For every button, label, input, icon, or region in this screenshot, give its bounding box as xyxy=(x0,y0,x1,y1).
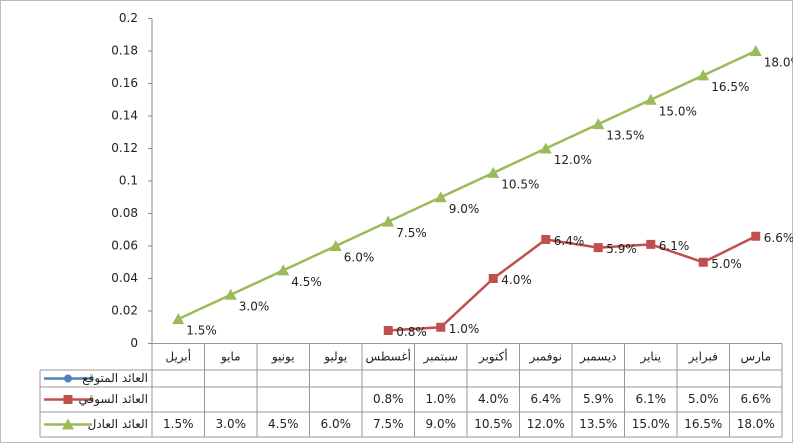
data-label: 3.0% xyxy=(239,299,270,313)
data-label: 15.0% xyxy=(659,104,697,118)
data-label: 6.1% xyxy=(659,239,690,253)
data-label: 4.5% xyxy=(291,275,322,289)
y-tick-label: 0.06 xyxy=(111,239,138,253)
x-tick-label: أكتوبر xyxy=(478,348,508,364)
data-point xyxy=(488,274,498,283)
x-tick-label: نوفمبر xyxy=(529,349,562,364)
legend-label: العائد العادل xyxy=(88,417,148,431)
legend-label: العائد السوقي xyxy=(78,392,148,407)
x-tick-label: يناير xyxy=(639,349,661,364)
table-value: 16.5% xyxy=(684,417,722,431)
y-tick-label: 0.08 xyxy=(111,206,138,220)
legend-label: العائد المتوقع xyxy=(82,371,148,386)
x-tick-label: مايو xyxy=(220,349,241,364)
x-tick-label: أبريل xyxy=(165,348,191,364)
data-point xyxy=(592,118,605,130)
data-label: 10.5% xyxy=(501,177,539,191)
data-point xyxy=(224,288,237,300)
table-value: 15.0% xyxy=(632,417,670,431)
data-point xyxy=(539,142,552,154)
table-value: 3.0% xyxy=(216,417,247,431)
data-point xyxy=(749,45,762,56)
data-label: 16.5% xyxy=(711,80,749,94)
y-tick-label: 0.1 xyxy=(119,174,138,188)
y-tick-label: 0.04 xyxy=(111,271,138,285)
y-tick-label: 0.02 xyxy=(111,304,138,318)
data-label: 9.0% xyxy=(449,202,480,216)
data-label: 6.6% xyxy=(764,231,793,245)
table-value: 1.0% xyxy=(426,392,457,406)
data-point xyxy=(593,243,603,253)
data-label: 6.4% xyxy=(554,234,585,248)
table-value: 13.5% xyxy=(579,417,617,431)
data-label: 13.5% xyxy=(606,129,644,143)
data-label: 18.0% xyxy=(764,56,793,70)
y-tick-label: 0.16 xyxy=(111,76,138,90)
data-point xyxy=(646,239,656,249)
y-tick-label: 0.14 xyxy=(111,109,138,123)
x-tick-label: فبراير xyxy=(688,349,718,364)
data-point xyxy=(751,231,761,241)
table-value: 10.5% xyxy=(474,417,512,431)
data-point xyxy=(487,166,500,178)
table-value: 6.0% xyxy=(321,417,352,431)
table-value: 4.5% xyxy=(268,417,299,431)
table-value: 6.4% xyxy=(531,392,562,406)
legend-marker xyxy=(64,374,72,383)
data-label: 6.0% xyxy=(344,251,375,265)
data-point xyxy=(172,313,185,325)
x-tick-label: أغسطس xyxy=(366,348,411,364)
table-value: 6.6% xyxy=(741,392,772,406)
data-label: 7.5% xyxy=(396,226,427,240)
data-point xyxy=(541,235,551,244)
table-value: 0.8% xyxy=(373,392,404,406)
x-tick-label: يوليو xyxy=(323,349,347,364)
table-value: 6.1% xyxy=(636,392,667,406)
data-point xyxy=(434,191,447,203)
table-value: 5.9% xyxy=(583,392,614,406)
data-point xyxy=(329,240,342,251)
table-value: 18.0% xyxy=(737,417,775,431)
table-value: 12.0% xyxy=(527,417,565,431)
x-tick-label: سبتمبر xyxy=(423,349,458,364)
data-point xyxy=(382,215,395,227)
table-value: 9.0% xyxy=(426,417,457,431)
table-value: 5.0% xyxy=(688,392,719,406)
table-value: 4.0% xyxy=(478,392,509,406)
data-point xyxy=(383,326,393,335)
data-label: 5.0% xyxy=(711,257,742,271)
x-tick-label: مارس xyxy=(740,349,771,364)
series-line xyxy=(177,49,757,321)
data-point xyxy=(644,93,657,105)
y-tick-label: 0.12 xyxy=(111,141,138,155)
table-value: 1.5% xyxy=(163,417,194,431)
series-line xyxy=(388,235,757,332)
data-point xyxy=(436,322,446,332)
legend-marker xyxy=(63,395,73,404)
x-tick-label: يونيو xyxy=(271,349,295,364)
data-point xyxy=(698,257,708,267)
legend-marker xyxy=(62,418,74,430)
data-point xyxy=(277,264,290,276)
table-value: 7.5% xyxy=(373,417,404,431)
data-label: 5.9% xyxy=(606,242,637,256)
data-point xyxy=(697,69,710,81)
y-tick-label: 0.18 xyxy=(111,44,138,58)
data-label: 4.0% xyxy=(501,273,532,287)
data-label: 12.0% xyxy=(554,153,592,167)
x-tick-label: ديسمبر xyxy=(579,349,617,364)
y-tick-label: 0 xyxy=(130,336,138,350)
data-label: 1.0% xyxy=(449,322,480,336)
y-tick-label: 0.2 xyxy=(119,11,138,25)
data-label: 0.8% xyxy=(396,325,427,339)
data-label: 1.5% xyxy=(186,324,217,338)
